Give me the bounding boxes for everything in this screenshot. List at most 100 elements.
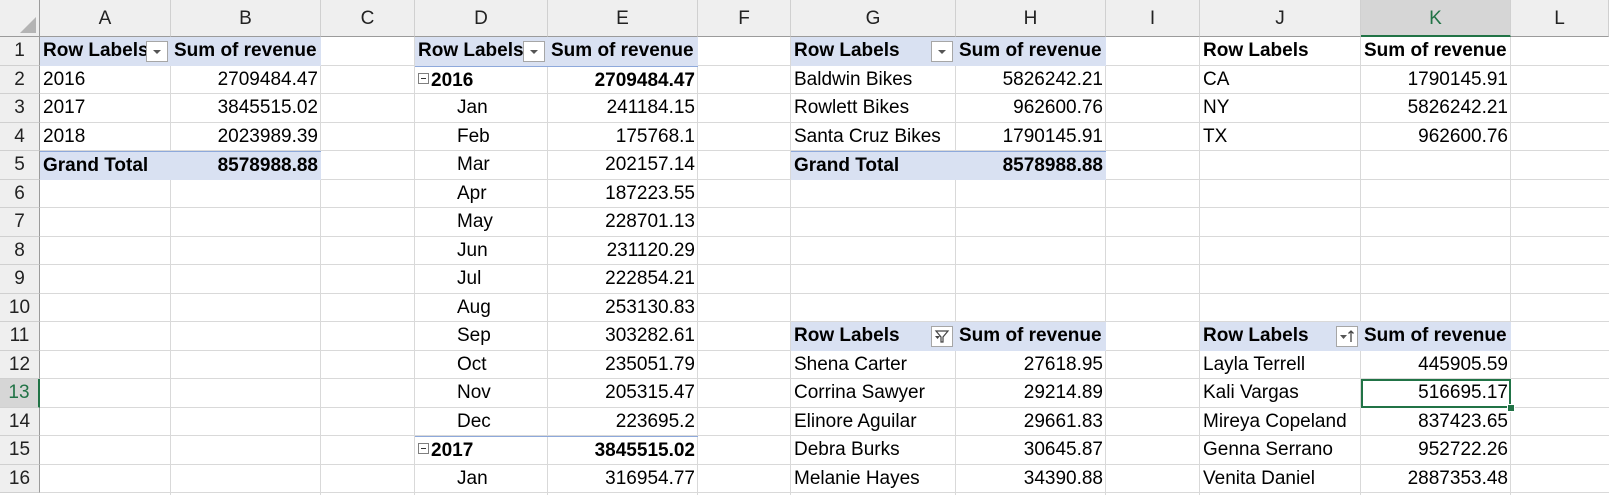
pivot_customer-row-label[interactable]: Corrina Sawyer	[794, 382, 925, 403]
pivot_staff-row-label[interactable]: Mireya Copeland	[1203, 410, 1347, 432]
row-header-2[interactable]: 2	[0, 65, 40, 94]
pivot_year-row-value[interactable]: 3845515.02	[217, 97, 318, 118]
row-header-12[interactable]: 12	[0, 350, 40, 379]
column-header-d[interactable]: D	[415, 0, 548, 37]
pivot_month-row-value[interactable]: 253130.83	[605, 296, 695, 318]
row-header-10[interactable]: 10	[0, 293, 40, 322]
pivot_month-row-value[interactable]: 222854.21	[605, 268, 695, 289]
row-header-7[interactable]: 7	[0, 208, 40, 237]
pivot_month-row-value[interactable]: 303282.61	[605, 325, 695, 346]
column-header-c[interactable]: C	[321, 0, 415, 37]
pivot_month-group-label[interactable]: 2016	[415, 65, 548, 95]
pivot_staff-row-value[interactable]: 837423.65	[1418, 410, 1508, 432]
pivot_month-row-label[interactable]: Oct	[457, 353, 487, 375]
pivot_store-header-value[interactable]: Sum of revenue	[956, 37, 1106, 66]
pivot_customer-row-value[interactable]: 29661.83	[1023, 410, 1103, 432]
pivot_store-row-value[interactable]: 5826242.21	[1002, 68, 1103, 90]
pivot_store-row-label[interactable]: Baldwin Bikes	[794, 68, 913, 90]
pivot_store-grand-total-value[interactable]: 8578988.88	[956, 151, 1106, 180]
row-header-4[interactable]: 4	[0, 122, 40, 151]
row-header-11[interactable]: 11	[0, 322, 40, 351]
pivot_month-row-label[interactable]: Apr	[457, 182, 487, 204]
pivot_month-row-label[interactable]: Aug	[457, 296, 491, 318]
pivot_month-row-label[interactable]: Dec	[457, 410, 491, 432]
pivot_customer-row-label[interactable]: Elinore Aguilar	[794, 410, 917, 432]
column-header-f[interactable]: F	[698, 0, 791, 37]
row-header-13[interactable]: 13	[0, 379, 40, 408]
pivot_month-row-value[interactable]: 175768.1	[615, 125, 695, 147]
pivot_staff-row-label[interactable]: Venita Daniel	[1203, 467, 1315, 489]
pivot_staff-row-value[interactable]: 2887353.48	[1407, 467, 1508, 489]
row-header-15[interactable]: 15	[0, 436, 40, 465]
row-header-5[interactable]: 5	[0, 151, 40, 180]
pivot_staff-row-label[interactable]: Kali Vargas	[1203, 382, 1299, 403]
pivot_staff-row-label[interactable]: Layla Terrell	[1203, 353, 1306, 375]
pivot_year-row-label[interactable]: 2017	[43, 97, 86, 118]
column-header-a[interactable]: A	[40, 0, 171, 37]
table_state-row-label[interactable]: TX	[1203, 125, 1228, 147]
table_state-header-value[interactable]: Sum of revenue	[1364, 40, 1507, 61]
pivot_month-row-value[interactable]: 228701.13	[605, 211, 695, 232]
pivot_year-header-value[interactable]: Sum of revenue	[171, 37, 321, 66]
sort-icon[interactable]	[1336, 326, 1358, 347]
pivot_month-row-value[interactable]: 202157.14	[605, 154, 695, 175]
pivot_customer-row-label[interactable]: Shena Carter	[794, 353, 908, 375]
table_state-row-value[interactable]: 5826242.21	[1407, 97, 1508, 118]
table_state-row-label[interactable]: CA	[1203, 68, 1230, 90]
pivot_month-row-label[interactable]: Feb	[457, 125, 490, 147]
pivot_staff-row-label[interactable]: Genna Serrano	[1203, 439, 1333, 460]
pivot_month-row-value[interactable]: 223695.2	[615, 410, 695, 432]
column-header-l[interactable]: L	[1511, 0, 1609, 37]
pivot_customer-row-value[interactable]: 29214.89	[1023, 382, 1103, 403]
pivot_month-row-label[interactable]: Jul	[457, 268, 482, 289]
pivot_month-row-value[interactable]: 187223.55	[605, 182, 695, 204]
row-header-8[interactable]: 8	[0, 236, 40, 265]
pivot_year-row-label[interactable]: 2018	[43, 125, 86, 147]
pivot_customer-row-value[interactable]: 34390.88	[1023, 467, 1103, 489]
pivot_month-row-label[interactable]: May	[457, 211, 493, 232]
pivot_year-grand-total-value[interactable]: 8578988.88	[171, 151, 321, 180]
pivot_year-row-label[interactable]: 2016	[43, 68, 86, 90]
pivot_month-row-label[interactable]: Mar	[457, 154, 490, 175]
pivot_staff-row-value[interactable]: 445905.59	[1418, 353, 1508, 375]
pivot_customer-row-label[interactable]: Melanie Hayes	[794, 467, 920, 489]
column-header-h[interactable]: H	[956, 0, 1106, 37]
chevron-down-icon[interactable]	[523, 41, 545, 62]
pivot_year-row-value[interactable]: 2023989.39	[217, 125, 318, 147]
pivot_store-row-value[interactable]: 1790145.91	[1002, 125, 1103, 147]
pivot_staff-header-row-labels[interactable]: Row Labels	[1200, 322, 1361, 351]
pivot_month-row-label[interactable]: Jan	[457, 467, 488, 489]
column-header-i[interactable]: I	[1106, 0, 1200, 37]
collapse-minus-icon[interactable]	[418, 443, 429, 454]
pivot_year-row-value[interactable]: 2709484.47	[217, 68, 318, 90]
chevron-down-icon[interactable]	[931, 41, 953, 62]
column-header-j[interactable]: J	[1200, 0, 1361, 37]
pivot_customer-header-row-labels[interactable]: Row Labels	[791, 322, 956, 351]
pivot_store-row-label[interactable]: Santa Cruz Bikes	[794, 125, 941, 147]
pivot_month-row-label[interactable]: Nov	[457, 382, 491, 403]
pivot_staff-row-value[interactable]: 516695.17	[1361, 379, 1511, 408]
table_state-header-row-labels[interactable]: Row Labels	[1203, 40, 1309, 61]
pivot_year-grand-total-label[interactable]: Grand Total	[40, 151, 171, 180]
pivot_month-row-value[interactable]: 231120.29	[606, 239, 695, 261]
row-header-6[interactable]: 6	[0, 179, 40, 208]
column-header-g[interactable]: G	[791, 0, 956, 37]
pivot_month-row-label[interactable]: Sep	[457, 325, 491, 346]
pivot_customer-row-value[interactable]: 27618.95	[1023, 353, 1103, 375]
pivot_customer-row-value[interactable]: 30645.87	[1023, 439, 1103, 460]
pivot_store-row-label[interactable]: Rowlett Bikes	[794, 97, 910, 118]
collapse-minus-icon[interactable]	[418, 72, 429, 84]
pivot_month-row-label[interactable]: Jan	[457, 97, 488, 118]
pivot_month-header-value[interactable]: Sum of revenue	[548, 37, 698, 66]
pivot_customer-header-value[interactable]: Sum of revenue	[956, 322, 1106, 351]
row-header-1[interactable]: 1	[0, 37, 40, 66]
pivot_month-group-value[interactable]: 3845515.02	[548, 436, 698, 465]
pivot_customer-row-label[interactable]: Debra Burks	[794, 439, 900, 460]
pivot_staff-row-value[interactable]: 952722.26	[1418, 439, 1508, 460]
table_state-row-label[interactable]: NY	[1203, 97, 1230, 118]
pivot_month-row-value[interactable]: 205315.47	[605, 382, 695, 403]
chevron-down-icon[interactable]	[146, 41, 168, 62]
table_state-row-value[interactable]: 1790145.91	[1407, 68, 1508, 90]
table_state-row-value[interactable]: 962600.76	[1418, 125, 1508, 147]
row-header-14[interactable]: 14	[0, 407, 40, 436]
